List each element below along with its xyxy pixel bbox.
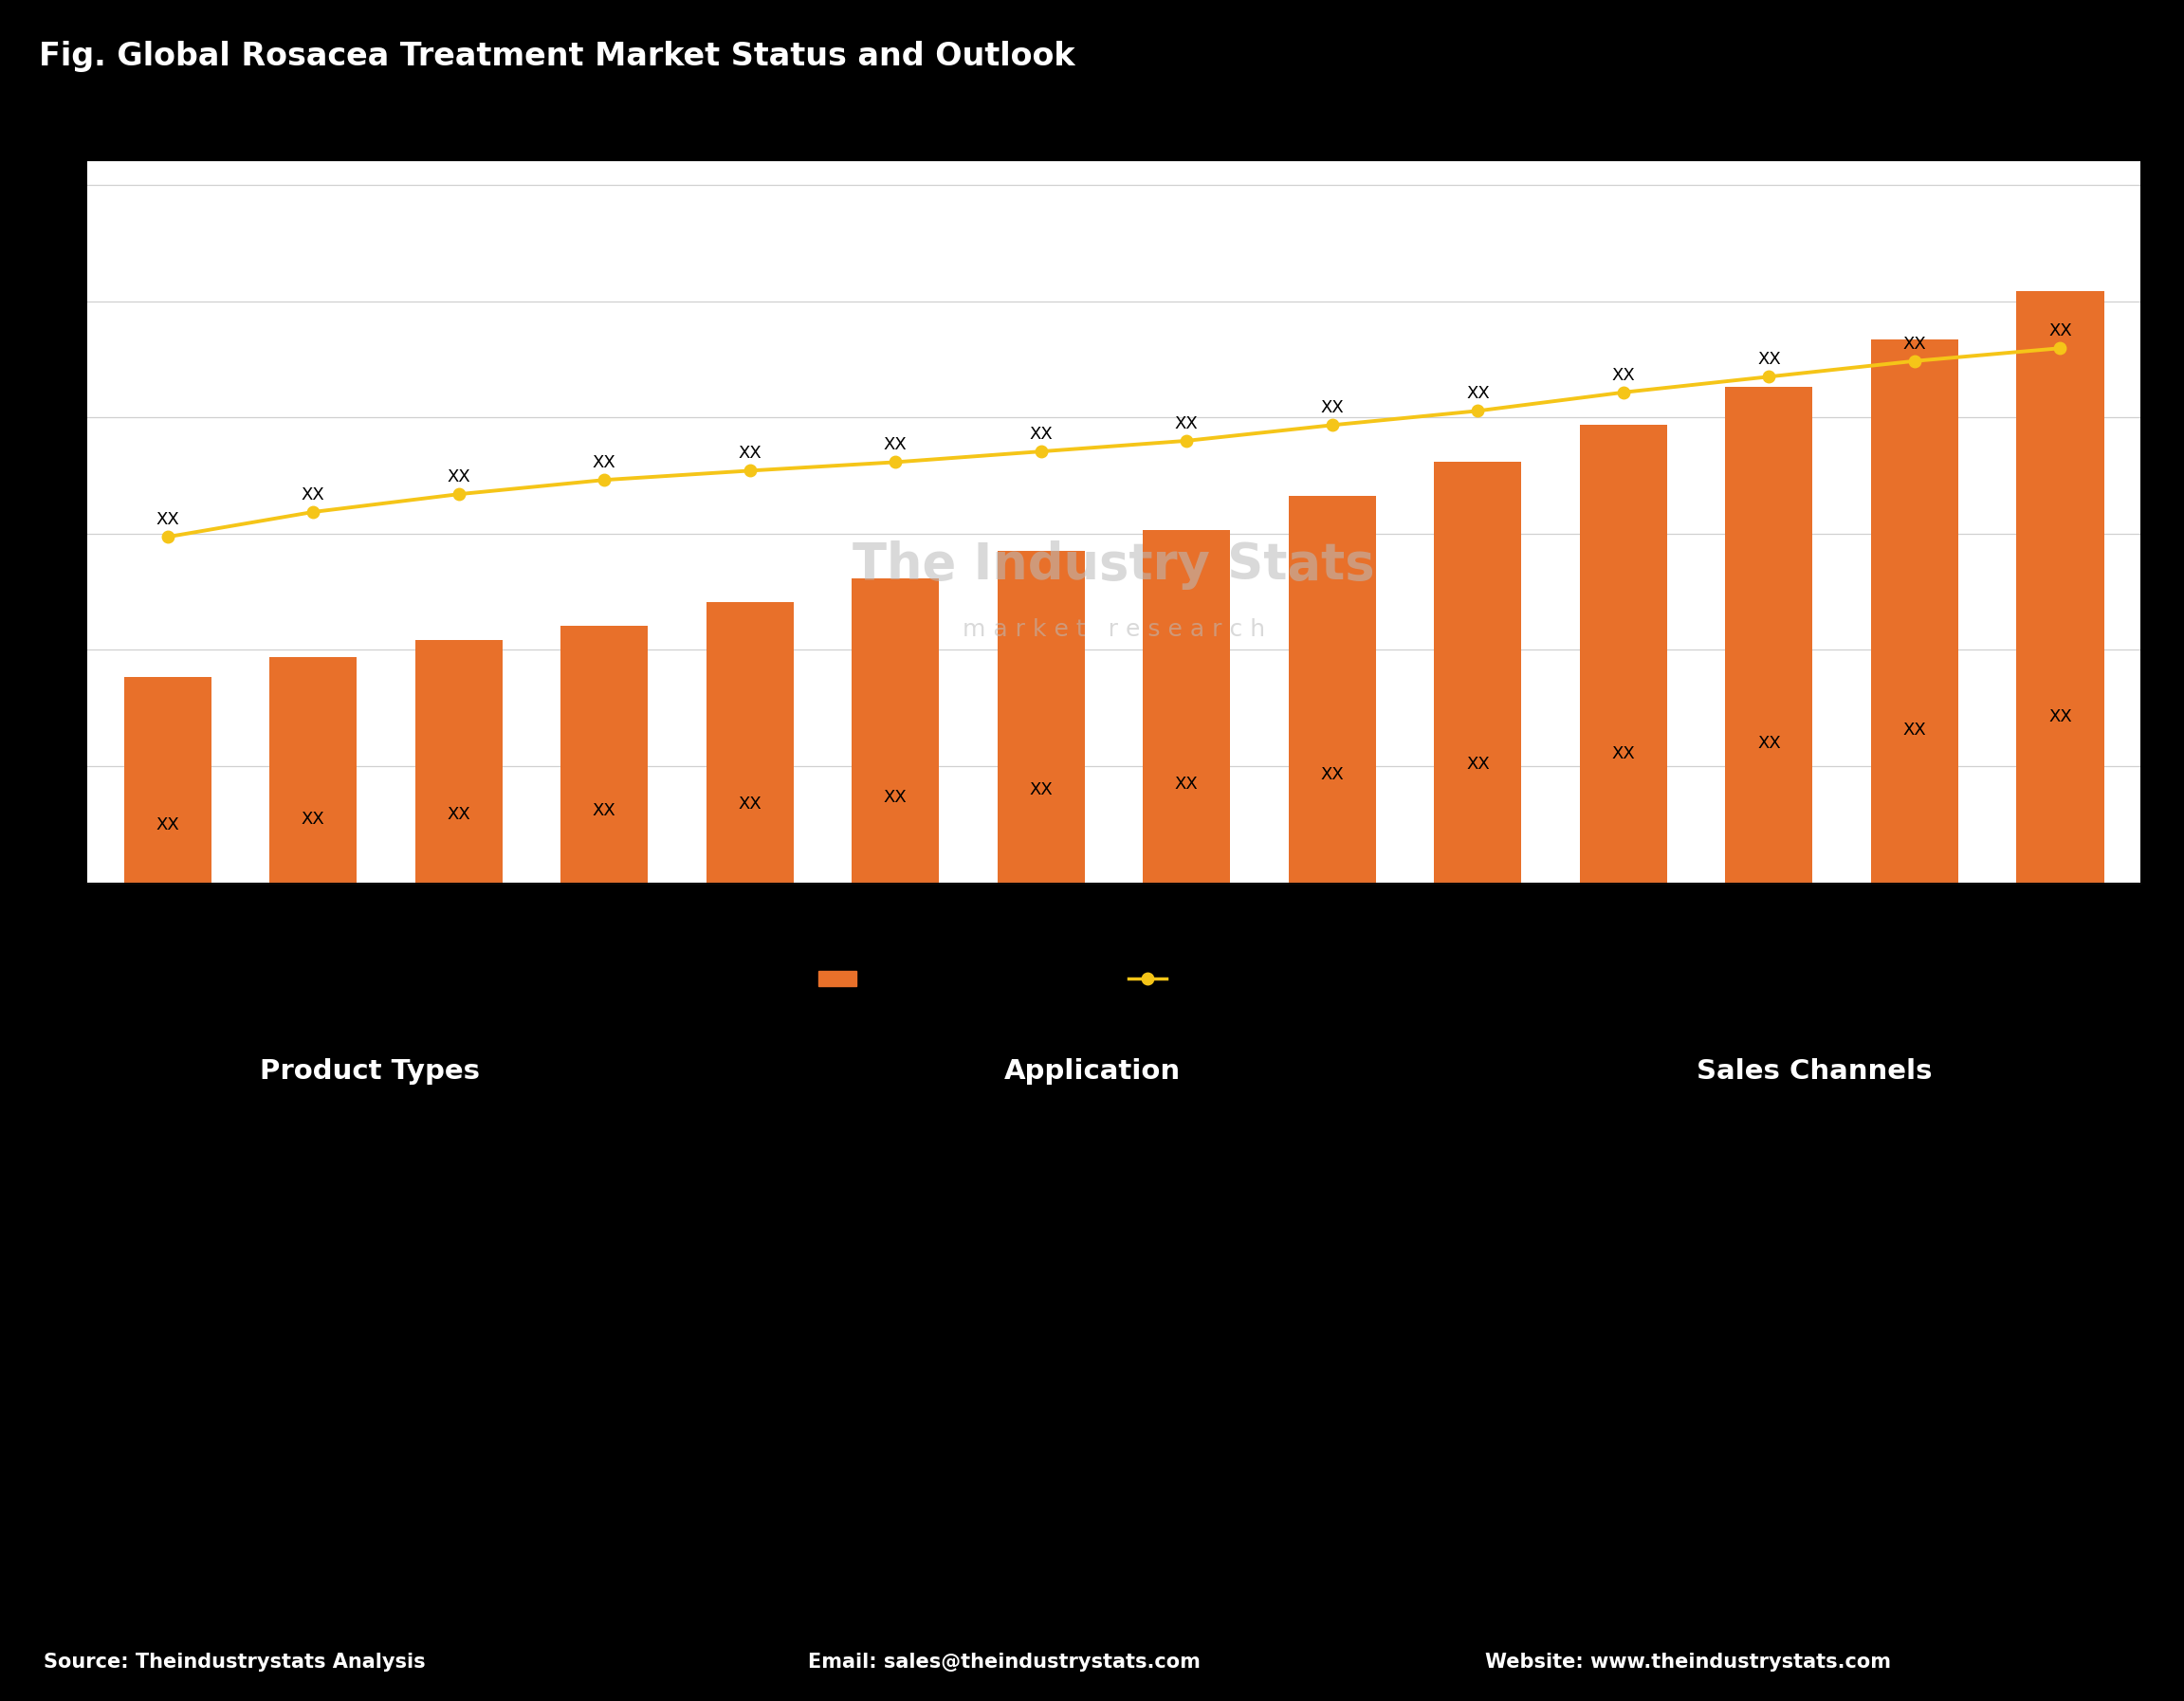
- Text: XX: XX: [1175, 415, 1199, 432]
- Text: XX: XX: [2049, 323, 2073, 340]
- Bar: [1872, 338, 1959, 883]
- Text: XX: XX: [1902, 335, 1926, 352]
- Text: XX: XX: [155, 512, 179, 529]
- Text: Email: sales@theindustrystats.com: Email: sales@theindustrystats.com: [808, 1652, 1201, 1672]
- Text: XX: XX: [1612, 367, 1636, 384]
- Text: XX: XX: [1321, 765, 1343, 782]
- Bar: [2016, 291, 2103, 883]
- Text: Fig. Global Rosacea Treatment Market Status and Outlook: Fig. Global Rosacea Treatment Market Sta…: [39, 41, 1075, 71]
- Text: XX: XX: [1902, 721, 1926, 738]
- Text: XX: XX: [1465, 757, 1489, 774]
- Bar: [852, 578, 939, 883]
- Legend: Revenue (Million $), Y-oY Growth Rate (%): Revenue (Million $), Y-oY Growth Rate (%…: [810, 963, 1417, 998]
- Text: XX: XX: [1321, 400, 1343, 417]
- Bar: [124, 677, 212, 883]
- Text: XX: XX: [738, 796, 762, 813]
- Bar: [1579, 425, 1666, 883]
- Bar: [415, 640, 502, 883]
- Text: Sales Channels: Sales Channels: [1697, 1058, 1933, 1084]
- Text: XX: XX: [592, 803, 616, 820]
- Text: •Retail Pharmacy: •Retail Pharmacy: [782, 1165, 1000, 1189]
- Text: XX: XX: [1465, 384, 1489, 403]
- Bar: [269, 657, 356, 883]
- Text: •Distribution Channel: •Distribution Channel: [1505, 1165, 1776, 1189]
- Text: XX: XX: [592, 454, 616, 471]
- Text: XX: XX: [448, 468, 470, 486]
- Text: XX: XX: [155, 816, 179, 833]
- Bar: [1435, 463, 1522, 883]
- Text: XX: XX: [301, 486, 325, 503]
- Text: m a r k e t   r e s e a r c h: m a r k e t r e s e a r c h: [963, 619, 1265, 641]
- Text: Application: Application: [1005, 1058, 1179, 1084]
- Text: XX: XX: [1758, 735, 1780, 752]
- Text: XX: XX: [301, 811, 325, 828]
- Text: •Topical: •Topical: [59, 1101, 159, 1124]
- Text: XX: XX: [885, 789, 906, 806]
- Bar: [1142, 531, 1230, 883]
- Text: XX: XX: [2049, 708, 2073, 725]
- Text: Source: Theindustrystats Analysis: Source: Theindustrystats Analysis: [44, 1652, 426, 1672]
- Text: •Direct Channel: •Direct Channel: [1505, 1101, 1706, 1124]
- Bar: [705, 602, 793, 883]
- Text: Product Types: Product Types: [260, 1058, 480, 1084]
- Text: XX: XX: [738, 446, 762, 463]
- Text: XX: XX: [1029, 425, 1053, 442]
- Text: XX: XX: [448, 806, 470, 823]
- Text: XX: XX: [1029, 781, 1053, 798]
- Text: The Industry Stats: The Industry Stats: [852, 541, 1376, 590]
- Text: •Oral: •Oral: [59, 1165, 127, 1189]
- Bar: [561, 626, 649, 883]
- Text: XX: XX: [885, 437, 906, 454]
- Bar: [998, 551, 1085, 883]
- Text: •Hospital Pharmacy: •Hospital Pharmacy: [782, 1101, 1031, 1124]
- Text: XX: XX: [1612, 745, 1636, 762]
- Text: Website: www.theindustrystats.com: Website: www.theindustrystats.com: [1485, 1652, 1891, 1672]
- Text: XX: XX: [1175, 776, 1199, 793]
- Text: XX: XX: [1758, 350, 1780, 367]
- Bar: [1289, 497, 1376, 883]
- Bar: [1725, 386, 1813, 883]
